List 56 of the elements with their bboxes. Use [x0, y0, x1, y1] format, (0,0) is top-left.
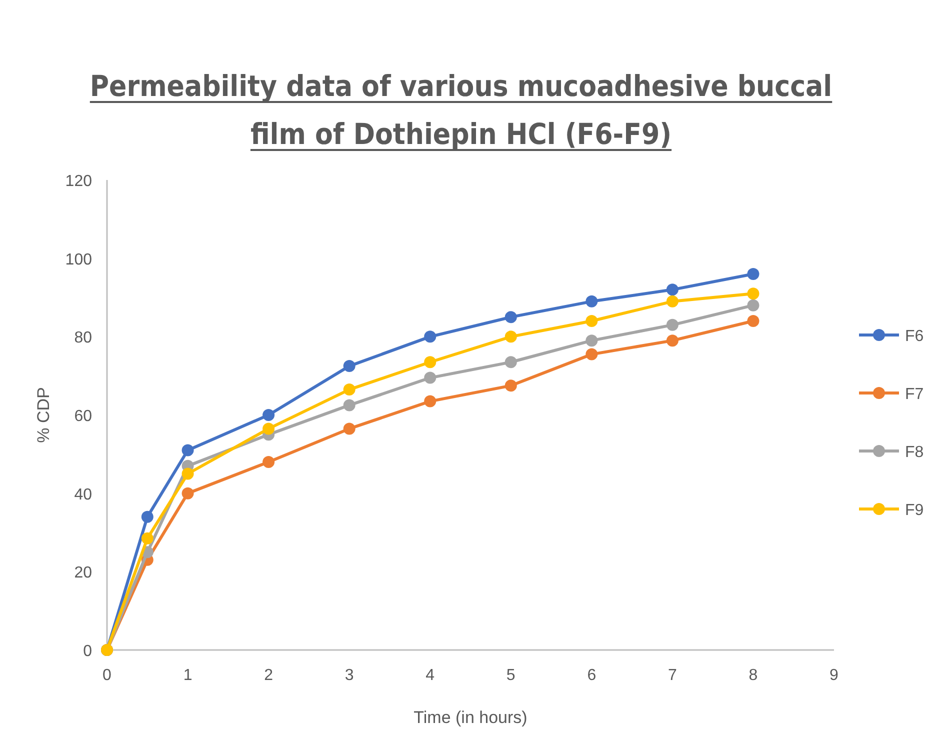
point	[343, 384, 356, 396]
x-tick-label: 7	[668, 667, 677, 684]
y-tick-label: 120	[65, 173, 92, 190]
point	[182, 468, 194, 480]
x-tick-label: 6	[587, 667, 596, 684]
x-tick-label: 5	[506, 667, 516, 684]
x-tick-label: 3	[344, 667, 354, 684]
x-tick-label: 2	[264, 667, 274, 684]
point	[504, 380, 517, 392]
legend-label: F9	[905, 502, 924, 519]
point	[262, 409, 275, 421]
point	[141, 532, 154, 544]
point	[504, 330, 517, 343]
point	[747, 288, 760, 300]
chart-title: Permeability data of various mucoadhesive buccal film of Dothiepin HCl (F6-F9)	[90, 69, 832, 151]
point	[504, 311, 517, 324]
point	[747, 268, 760, 280]
point	[586, 315, 598, 327]
point	[504, 356, 517, 368]
y-tick-label: 100	[65, 251, 92, 268]
point	[424, 372, 436, 384]
legend-label: F8	[905, 444, 924, 461]
point	[666, 295, 678, 308]
point	[666, 318, 678, 331]
point	[262, 422, 275, 435]
point	[262, 456, 275, 468]
point	[343, 399, 356, 412]
y-tick-label: 20	[74, 564, 92, 582]
point	[182, 444, 194, 456]
legend-label: F7	[905, 386, 924, 403]
point	[586, 295, 598, 308]
point	[586, 334, 598, 347]
point	[141, 510, 154, 523]
point	[424, 356, 436, 368]
y-axis-title: % CDP	[34, 387, 53, 443]
point	[747, 315, 760, 327]
y-tick-label: 80	[74, 330, 92, 347]
point	[343, 360, 356, 372]
point	[666, 334, 678, 347]
y-tick-label: 40	[74, 486, 92, 504]
x-tick-label: 4	[426, 667, 435, 684]
point	[666, 284, 678, 296]
point	[424, 395, 436, 408]
y-tick-label: 0	[83, 643, 92, 660]
x-axis-title: Time (in hours)	[414, 708, 528, 727]
point	[424, 330, 436, 343]
x-tick-label: 8	[748, 667, 758, 684]
x-tick-label: 1	[183, 667, 192, 684]
x-tick-label: 0	[102, 667, 112, 684]
point	[586, 348, 598, 360]
x-tick-label: 9	[830, 667, 839, 684]
y-tick-label: 60	[74, 408, 92, 425]
point	[747, 299, 760, 312]
point	[182, 487, 194, 500]
point	[343, 422, 356, 435]
legend-label: F6	[905, 328, 924, 345]
